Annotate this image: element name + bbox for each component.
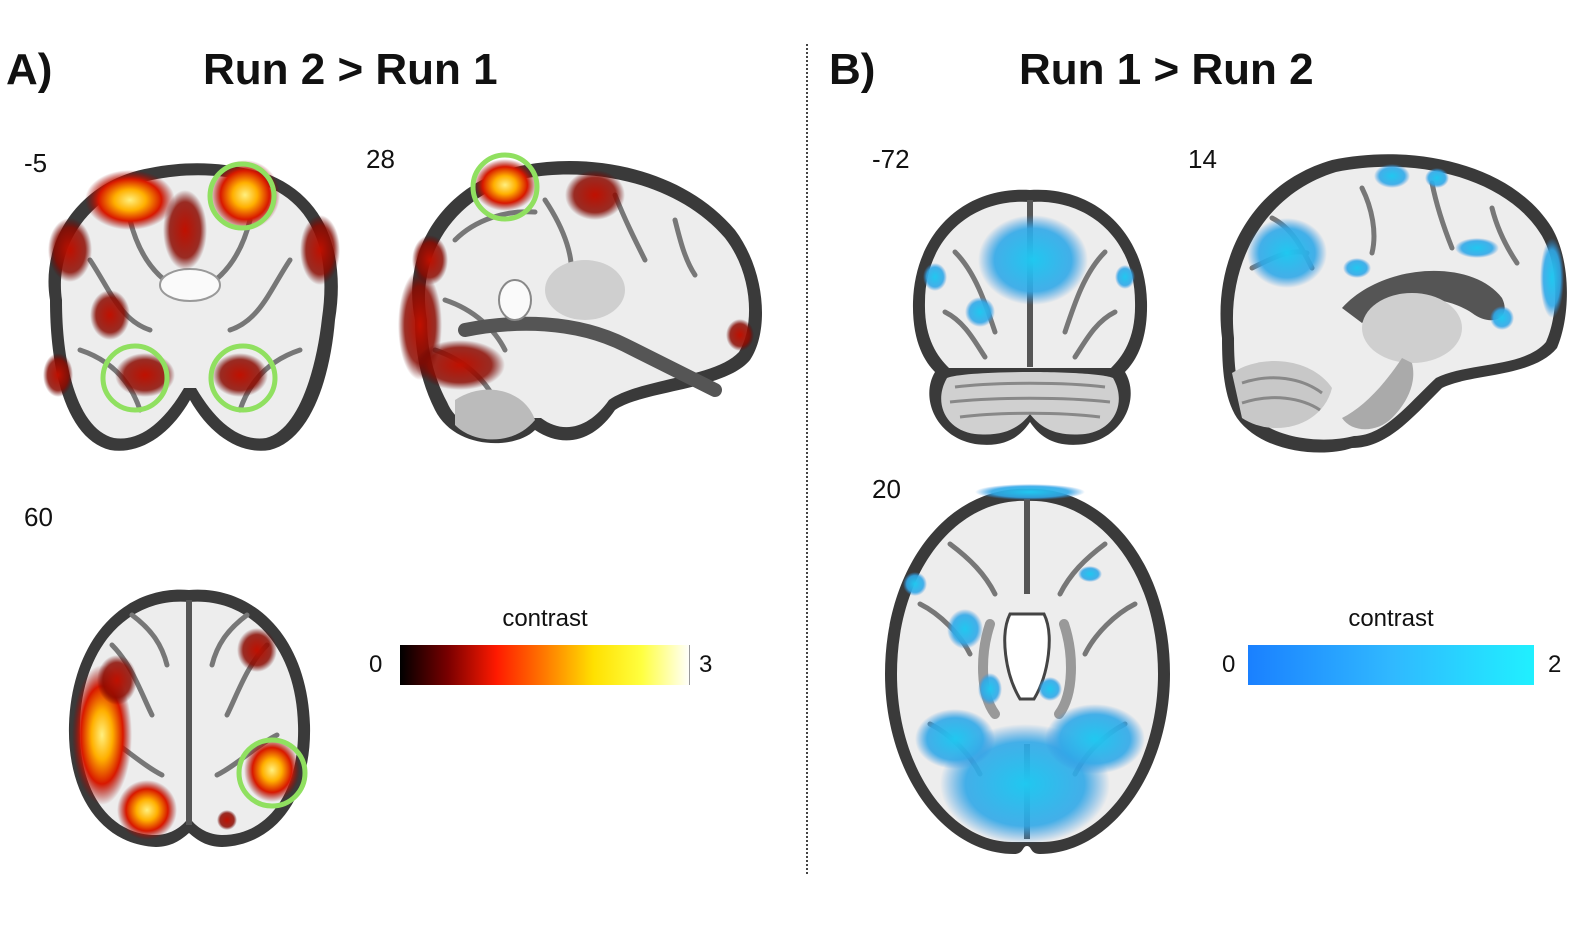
panel-divider [806, 44, 808, 874]
panel-a-coronal-brain-slice [43, 160, 340, 451]
panel-b-colorbar-min: 0 [1222, 651, 1236, 678]
panel-a-title: Run 2 > Run 1 [203, 45, 498, 94]
highlight-circle [470, 152, 540, 222]
panel-b-coronal-coordinate: -72 [872, 144, 910, 174]
panel-a-letter: A) [6, 45, 53, 94]
highlight-circle [100, 343, 170, 413]
panel-b-sagittal-brain-slice [1220, 154, 1567, 453]
panel-b-title: Run 1 > Run 2 [1019, 45, 1314, 94]
panel-a-axial-coordinate: 60 [24, 502, 53, 532]
panel-b-axial-coordinate: 20 [872, 474, 901, 504]
panel-a-colorbar-end-tick [689, 645, 690, 685]
panel-b-colorbar-max: 2 [1548, 651, 1562, 678]
panel-a-axial-brain-slice [68, 589, 311, 847]
panel-b-sagittal-coordinate: 14 [1188, 144, 1217, 174]
panel-b-colorbar [1248, 645, 1534, 685]
highlight-circle [208, 343, 278, 413]
panel-a-colorbar [400, 645, 690, 685]
panel-a-sagittal-brain-slice [398, 152, 762, 444]
highlight-circle [207, 161, 277, 231]
highlight-circle [236, 737, 308, 809]
panel-b-colorbar-label: contrast [1348, 605, 1434, 632]
panel-b-coronal-brain-slice [912, 189, 1148, 445]
panel-a-colorbar-max: 3 [699, 651, 713, 678]
panel-b-axial-brain-slice [885, 484, 1170, 854]
panel-b-letter: B) [829, 45, 876, 94]
panel-a-coronal-coordinate: -5 [24, 148, 48, 178]
panel-a-colorbar-label: contrast [502, 605, 588, 632]
panel-a-sagittal-coordinate: 28 [366, 144, 395, 174]
panel-a-colorbar-min: 0 [369, 651, 383, 678]
